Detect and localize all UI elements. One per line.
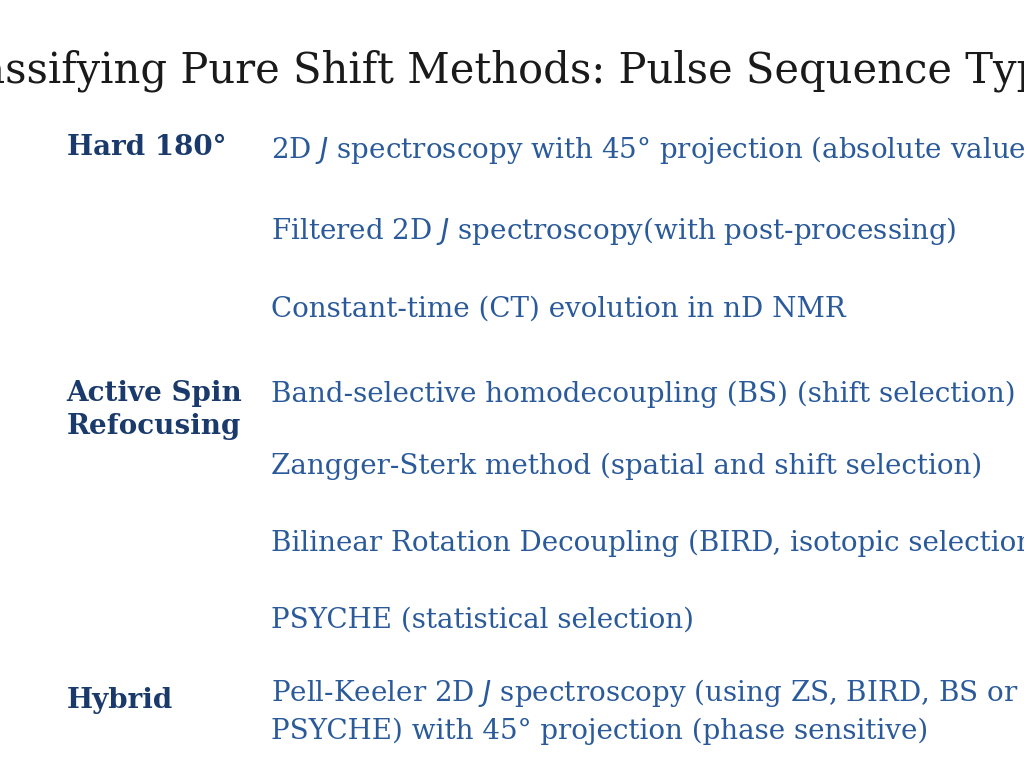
Text: Bilinear Rotation Decoupling (BIRD, isotopic selection): Bilinear Rotation Decoupling (BIRD, isot… xyxy=(271,530,1024,558)
Text: Filtered 2D $J$ spectroscopy(with post-processing): Filtered 2D $J$ spectroscopy(with post-p… xyxy=(271,215,956,247)
Text: Constant-time (CT) evolution in nD NMR: Constant-time (CT) evolution in nD NMR xyxy=(271,296,846,323)
Text: PSYCHE (statistical selection): PSYCHE (statistical selection) xyxy=(271,607,694,634)
Text: 2D $J$ spectroscopy with 45° projection (absolute value): 2D $J$ spectroscopy with 45° projection … xyxy=(271,134,1024,167)
Text: Active Spin
Refocusing: Active Spin Refocusing xyxy=(67,380,243,441)
Text: Hard 180°: Hard 180° xyxy=(67,134,226,161)
Text: Classifying Pure Shift Methods: Pulse Sequence Types: Classifying Pure Shift Methods: Pulse Se… xyxy=(0,50,1024,92)
Text: Zangger-Sterk method (spatial and shift selection): Zangger-Sterk method (spatial and shift … xyxy=(271,453,983,481)
Text: Band-selective homodecoupling (BS) (shift selection): Band-selective homodecoupling (BS) (shif… xyxy=(271,380,1016,408)
Text: Hybrid: Hybrid xyxy=(67,687,173,714)
Text: Pell-Keeler 2D $J$ spectroscopy (using ZS, BIRD, BS or
PSYCHE) with 45° projecti: Pell-Keeler 2D $J$ spectroscopy (using Z… xyxy=(271,677,1019,745)
